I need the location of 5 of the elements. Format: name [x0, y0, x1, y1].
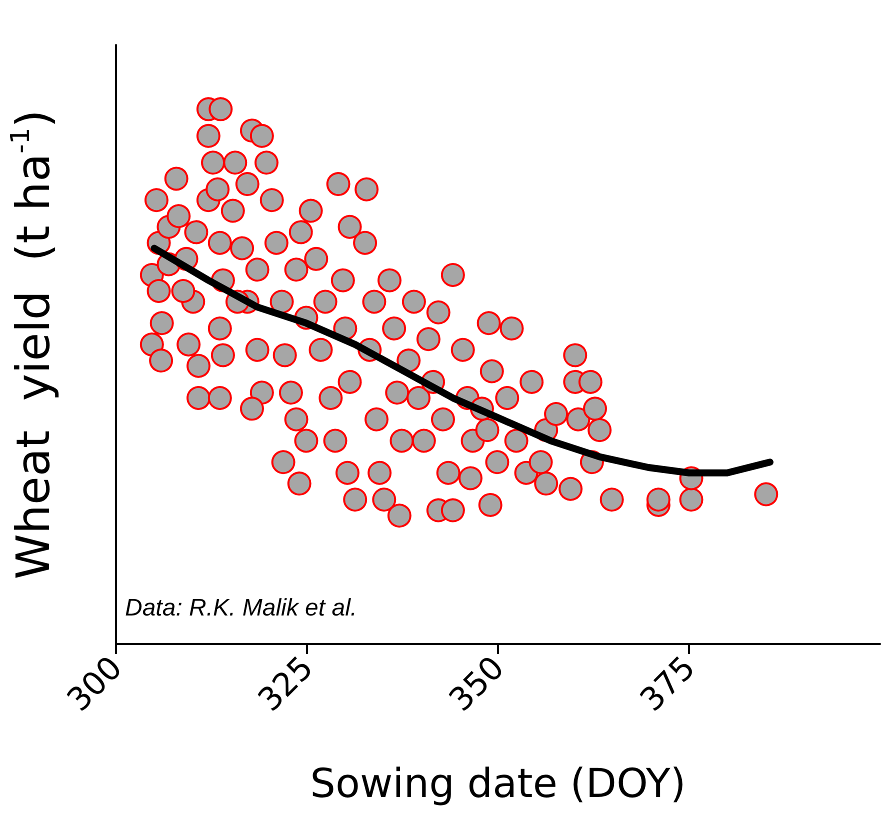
x-tick-label: 300 [59, 648, 130, 719]
y-axis-title: Wheat yield (t ha-1) [6, 110, 60, 580]
annotation: Data: R.K. Malik et al. [125, 594, 358, 622]
x-axis-title: Sowing date (DOY) [310, 761, 686, 807]
x-tick-label: 350 [441, 648, 512, 719]
